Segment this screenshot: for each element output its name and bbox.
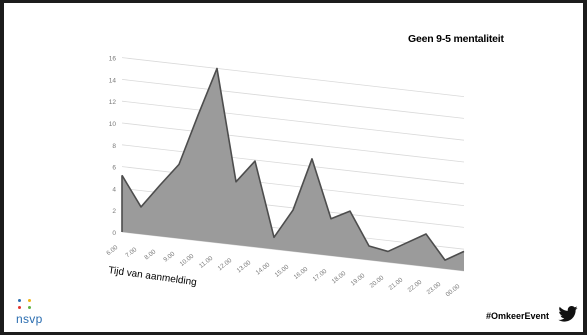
y-tick-label: 4 xyxy=(112,186,116,193)
gridline xyxy=(121,100,465,141)
x-tick-label: 10.00 xyxy=(178,252,195,268)
gridline xyxy=(121,122,465,163)
logo-dot xyxy=(28,306,31,309)
x-tick-label: 16.00 xyxy=(292,265,309,281)
x-tick-label: 8.00 xyxy=(143,248,157,261)
gridline xyxy=(121,57,465,97)
y-tick-label: 14 xyxy=(109,77,117,84)
x-tick-label: 12.00 xyxy=(216,257,233,273)
x-tick-label: 6.00 xyxy=(105,244,119,257)
area-edge xyxy=(121,67,465,261)
x-tick-label: 18.00 xyxy=(330,270,347,286)
data-area xyxy=(121,67,465,271)
x-tick-label: 20.00 xyxy=(368,274,385,290)
logo-text: nsvp xyxy=(16,312,43,326)
y-tick-label: 6 xyxy=(112,165,116,172)
logo-dot xyxy=(18,306,21,309)
x-tick-label: 22.00 xyxy=(406,278,423,294)
y-tick-label: 0 xyxy=(112,230,116,237)
nsvp-logo: nsvp xyxy=(16,299,56,329)
x-tick-label: 9.00 xyxy=(162,250,176,263)
y-tick-label: 8 xyxy=(112,143,116,150)
gridline xyxy=(121,144,465,185)
x-tick-label: 00.00 xyxy=(444,283,461,299)
x-tick-label: 7.00 xyxy=(124,246,138,259)
y-tick-label: 2 xyxy=(112,208,116,215)
y-tick-label: 12 xyxy=(109,99,117,106)
x-tick-label: 13.00 xyxy=(235,259,252,275)
twitter-bird-icon xyxy=(558,306,578,322)
y-tick-label: 16 xyxy=(109,56,117,63)
area-fill xyxy=(122,68,464,271)
slide-title: Geen 9-5 mentaliteit xyxy=(408,33,504,45)
x-tick-label: 14.00 xyxy=(254,261,271,277)
gridline xyxy=(121,79,465,119)
slide: Geen 9-5 mentaliteit 0 2 4 6 8 10 12 14 16 6.00 7… xyxy=(4,3,583,332)
x-axis-label: Tijd van aanmelding xyxy=(108,265,198,288)
logo-dot xyxy=(18,299,21,302)
x-tick-label: 15.00 xyxy=(273,263,290,279)
y-axis-ticks: 0 2 4 6 8 10 12 14 16 xyxy=(109,56,117,237)
hashtag: #OmkeerEvent xyxy=(486,311,550,321)
area-chart: 0 2 4 6 8 10 12 14 16 6.00 7.00 8.00 9.00 10.00 11.00… xyxy=(105,56,465,299)
x-tick-label: 23.00 xyxy=(425,281,442,297)
x-tick-label: 11.00 xyxy=(198,255,215,270)
y-tick-label: 10 xyxy=(109,121,117,128)
logo-dot xyxy=(28,299,31,302)
x-tick-label: 21.00 xyxy=(387,276,404,292)
x-tick-label: 17.00 xyxy=(311,268,328,284)
x-tick-label: 19.00 xyxy=(349,272,366,288)
